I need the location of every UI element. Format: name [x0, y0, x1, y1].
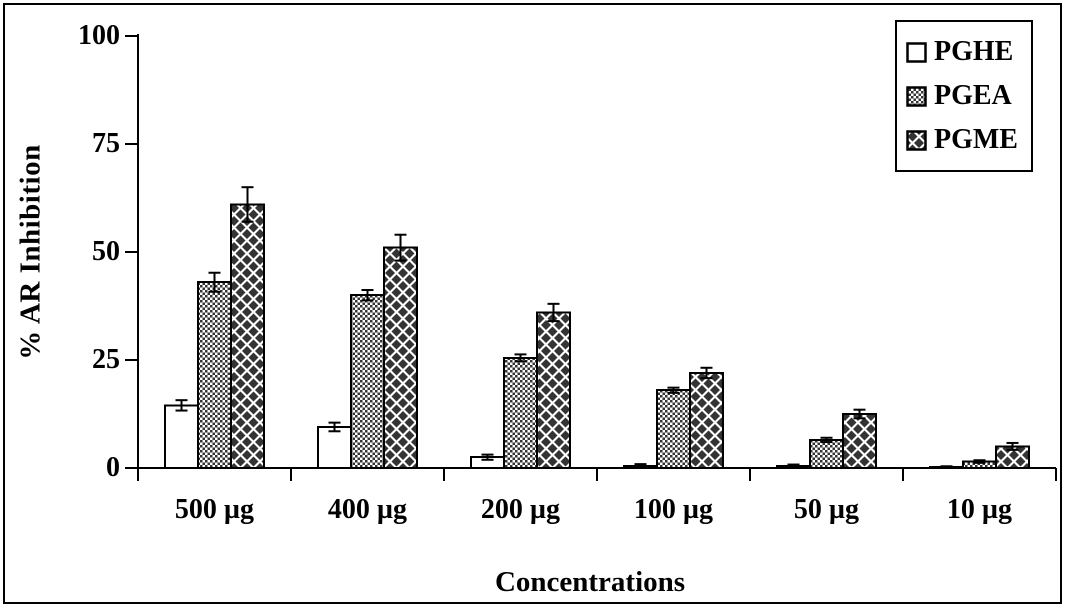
x-category-label: 50 µg: [793, 494, 860, 525]
x-category-label: 400 µg: [327, 494, 408, 525]
x-category-label: 200 µg: [480, 494, 561, 525]
bar-PGME-200 µg: [536, 311, 571, 470]
bar-PGME-100 µg: [689, 371, 724, 469]
bar-PGME-500 µg: [230, 203, 265, 469]
x-category-label: 500 µg: [174, 494, 255, 525]
legend-label: PGME: [934, 124, 1018, 155]
bar-PGEA-400 µg: [350, 294, 385, 470]
bar-PGHE-400 µg: [317, 425, 352, 469]
y-tick-label-100: 100: [78, 20, 120, 51]
y-tick-label-25: 25: [92, 344, 120, 375]
legend-item-pgea: PGEA: [906, 82, 1031, 110]
bar-PGEA-100 µg: [656, 389, 691, 469]
legend-item-pghe: PGHE: [906, 38, 1031, 66]
legend-label: PGHE: [934, 36, 1014, 67]
bar-PGEA-500 µg: [197, 281, 232, 469]
x-axis-title: Concentrations: [494, 566, 686, 598]
figure-border: [3, 3, 1062, 604]
pghe-swatch-icon: [906, 41, 927, 63]
pgme-swatch-icon: [906, 129, 927, 151]
legend-box: PGHE PGEA PGME: [895, 20, 1033, 172]
bar-PGEA-200 µg: [503, 356, 538, 469]
bar-PGME-50 µg: [842, 413, 877, 469]
pgea-swatch-icon: [906, 85, 927, 107]
y-tick-label-0: 0: [106, 452, 120, 483]
legend-label: PGEA: [934, 80, 1012, 111]
bar-PGEA-50 µg: [809, 438, 844, 470]
bar-PGME-400 µg: [383, 246, 418, 469]
bar-PGHE-500 µg: [164, 404, 199, 469]
x-category-label: 10 µg: [946, 494, 1013, 525]
y-tick-label-50: 50: [92, 236, 120, 267]
y-tick-label-75: 75: [92, 128, 120, 159]
legend-item-pgme: PGME: [906, 126, 1031, 154]
x-category-label: 100 µg: [633, 494, 714, 525]
